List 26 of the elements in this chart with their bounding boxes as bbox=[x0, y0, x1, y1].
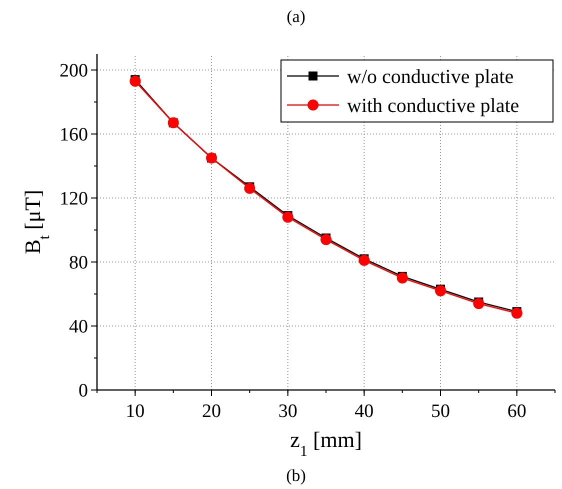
y-tick-label: 40 bbox=[69, 316, 88, 338]
legend-label: with conductive plate bbox=[347, 95, 520, 117]
x-tick-label: 30 bbox=[278, 401, 298, 422]
x-tick-label: 60 bbox=[507, 401, 526, 422]
x-tick-label: 20 bbox=[202, 401, 221, 422]
text: (b) bbox=[286, 466, 306, 485]
x-axis-title: z$_{1}$ [mm] bbox=[290, 427, 362, 460]
point bbox=[130, 76, 141, 87]
x-tick-label: 10 bbox=[126, 401, 145, 422]
legend-label: w/o conductive plate bbox=[347, 66, 514, 88]
point bbox=[320, 234, 332, 246]
y-tick-label: 0 bbox=[78, 380, 88, 402]
y-tick-label: 200 bbox=[60, 60, 88, 82]
y-tick-label: 120 bbox=[60, 188, 88, 210]
point bbox=[244, 182, 256, 194]
x-tick-label: 50 bbox=[431, 401, 450, 422]
point bbox=[396, 272, 408, 284]
x-tick-label: 40 bbox=[354, 401, 374, 422]
point bbox=[358, 254, 370, 266]
text: (a) bbox=[286, 7, 306, 26]
point bbox=[282, 212, 294, 223]
point bbox=[511, 308, 522, 319]
point bbox=[435, 285, 446, 296]
y-tick-label: 80 bbox=[69, 252, 88, 274]
y-tick-label: 160 bbox=[60, 124, 88, 146]
point bbox=[473, 298, 484, 310]
